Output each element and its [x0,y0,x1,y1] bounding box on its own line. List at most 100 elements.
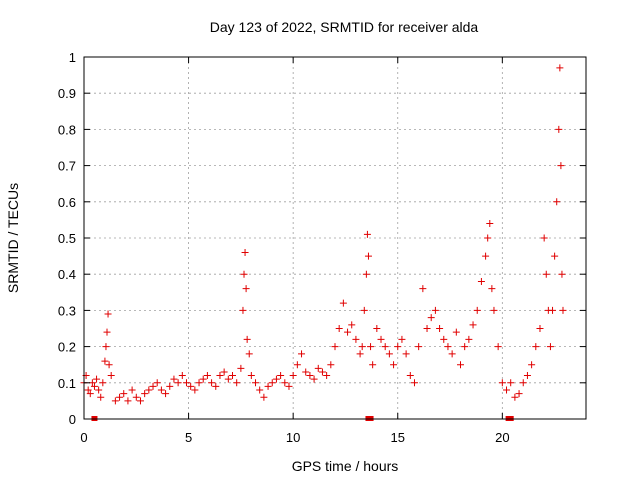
data-point [344,328,352,336]
y-tick-label: 0.9 [58,86,76,101]
data-point [166,382,174,390]
data-point [306,372,314,380]
data-point [239,306,247,314]
data-point [410,379,418,387]
data-point [482,252,490,260]
data-point [440,335,448,343]
data-point [423,325,431,332]
data-point [268,379,276,387]
data-point [191,386,199,394]
data-point [264,382,272,390]
data-point [103,328,111,336]
y-tick-label: 0.8 [58,122,76,137]
data-point [465,335,473,343]
data-point [216,372,224,380]
data-point [101,357,109,365]
data-point [102,343,110,351]
x-tick-label: 20 [495,430,509,445]
chart-title: Day 123 of 2022, SRMTID for receiver ald… [210,19,479,35]
data-point [551,252,559,260]
data-point [141,390,149,398]
x-axis-label: GPS time / hours [292,458,399,474]
y-tick-label: 0.3 [58,303,76,318]
data-point [195,379,203,387]
data-point [352,335,360,343]
data-point [86,390,94,398]
data-point [363,230,371,238]
data-point [116,393,124,401]
data-point [157,386,165,394]
data-point [99,379,107,387]
data-point [272,375,280,383]
data-point [208,379,216,387]
data-point [93,375,101,383]
y-tick-label: 0.1 [58,376,76,391]
data-point [486,220,494,228]
data-point [394,343,402,351]
data-point [95,386,103,394]
data-point [498,379,506,387]
data-point [377,335,385,343]
data-point [415,343,423,351]
data-point [339,299,347,307]
data-point [511,393,519,401]
data-point [162,390,170,398]
data-point [360,306,368,314]
data-point [448,350,456,358]
data-point [111,397,119,405]
data-point [484,234,492,242]
data-point [132,393,140,401]
data-point [473,306,481,314]
data-point [515,390,523,398]
axis-ticks: 00.10.20.30.40.50.60.70.80.910 5 10 15 20 [58,50,586,445]
data-point [327,361,335,369]
data-point [555,125,563,133]
data-point [212,382,220,390]
data-point [532,343,540,351]
data-points [80,64,567,421]
data-point [199,375,207,383]
data-point [367,343,375,351]
y-tick-label: 0.5 [58,231,76,246]
data-point [488,285,496,293]
data-point [503,386,511,394]
data-point [373,325,381,332]
data-point [381,343,389,351]
y-tick-label: 1 [69,50,76,65]
data-point [153,379,161,387]
data-point [549,306,557,314]
data-point [390,361,398,369]
data-point [187,382,195,390]
data-point [260,393,268,401]
data-point [120,390,128,398]
y-tick-label: 0.6 [58,195,76,210]
data-point [136,397,144,405]
data-point [452,328,460,336]
data-point [314,364,322,372]
data-point [490,306,498,314]
data-point [457,361,464,369]
data-point [242,285,250,293]
data-point [104,310,112,318]
data-point [245,350,253,358]
data-point [281,379,289,387]
data-point [84,386,92,394]
data-point [469,321,477,329]
data-point [477,277,485,285]
data-point [224,375,232,383]
data-point [128,386,136,394]
data-point [310,375,318,383]
data-point [519,379,527,387]
data-point [546,343,554,351]
data-point [536,325,544,332]
data-point [398,335,406,343]
data-point [252,379,260,387]
data-point [318,368,326,376]
data-point [240,270,248,278]
data-point [229,372,237,380]
data-point [237,364,245,372]
data-point [558,270,566,278]
data-point [540,234,548,242]
y-tick-label: 0.4 [58,267,76,282]
